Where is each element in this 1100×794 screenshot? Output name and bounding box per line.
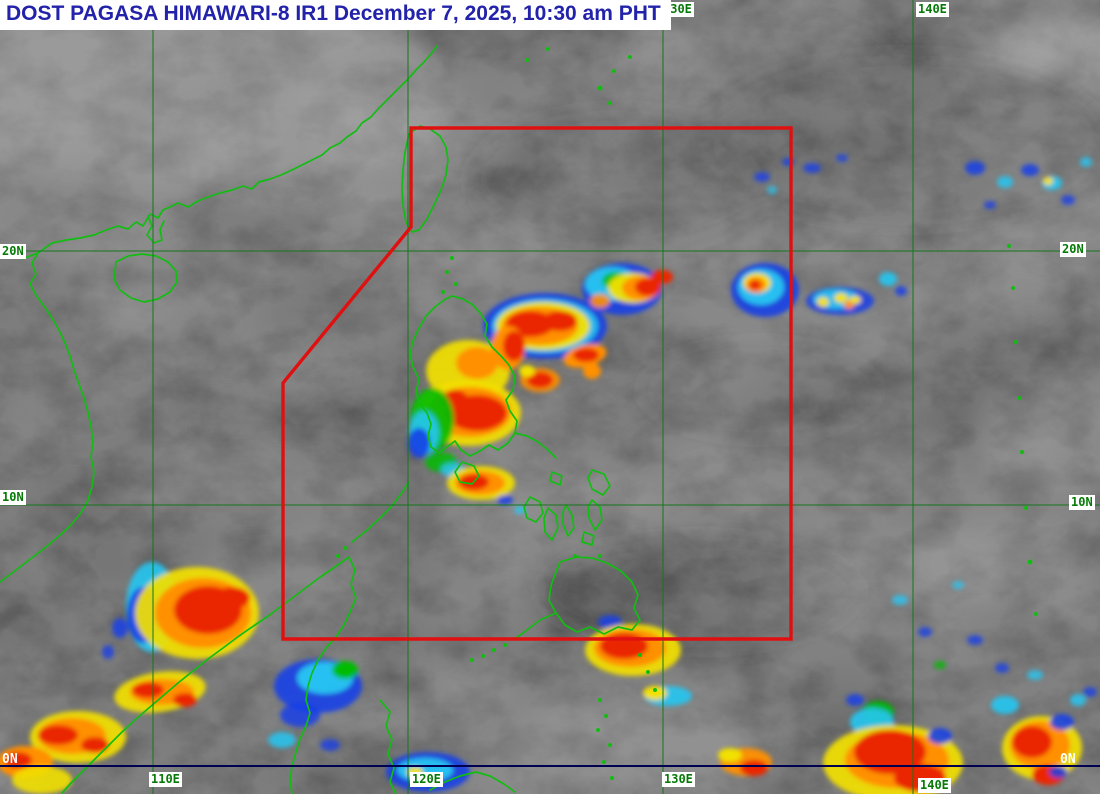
coast-samar: [587, 469, 611, 496]
coastline-layer: [0, 45, 1038, 794]
grid-label-120e-bottom: 120E: [410, 772, 443, 787]
coast-celebes: [429, 771, 516, 793]
grid-label-0n-left: 0N: [2, 752, 18, 767]
storm-blue-cluster: [268, 659, 362, 751]
coast-negros: [543, 507, 559, 541]
coast-hainan: [113, 253, 178, 303]
grid-label-0n-right: 0N: [1060, 752, 1076, 767]
coast-small-islands: [336, 47, 1038, 780]
coast-mindanao: [548, 556, 641, 635]
coast-borneo-west: [61, 556, 350, 794]
grid-label-140e-top: 140E: [916, 2, 949, 17]
coast-leyte: [587, 499, 603, 531]
coast-leizhou: [146, 215, 165, 244]
storm-specks-top-right: [965, 157, 1092, 209]
coast-panay: [523, 496, 544, 523]
grid-label-20n-right: 20N: [1060, 242, 1086, 257]
coast-borneo-east: [289, 556, 357, 794]
coast-bohol: [581, 531, 595, 546]
coast-palawan: [351, 481, 410, 543]
image-title: DOST PAGASA HIMAWARI-8 IR1 December 7, 2…: [0, 0, 671, 30]
grid-label-20n-left: 20N: [0, 244, 26, 259]
storm-south-china-sea: [0, 562, 259, 794]
coast-sulawesi-arm: [379, 699, 397, 794]
storm-chain-northeast: [582, 154, 907, 317]
coast-vietnam: [0, 252, 95, 583]
coast-luzon: [409, 295, 518, 457]
coast-taiwan: [401, 125, 449, 233]
enhanced-cold-clouds: [0, 154, 1097, 794]
grid-label-10n-right: 10N: [1069, 495, 1095, 510]
storm-luzon-cluster: [408, 293, 607, 514]
coast-bicol: [514, 432, 557, 459]
coast-zamboanga: [515, 612, 557, 639]
coast-cebu: [562, 504, 575, 537]
coast-china: [21, 45, 438, 260]
grid-label-10n-left: 10N: [0, 490, 26, 505]
grid-label-140e-bottom: 140E: [918, 778, 951, 793]
coast-masbate: [549, 471, 563, 486]
grid-label-130e-bottom: 130E: [662, 772, 695, 787]
coast-mindoro: [454, 461, 480, 485]
par-boundary: [281, 126, 793, 641]
grid-label-110e-bottom: 110E: [149, 772, 182, 787]
